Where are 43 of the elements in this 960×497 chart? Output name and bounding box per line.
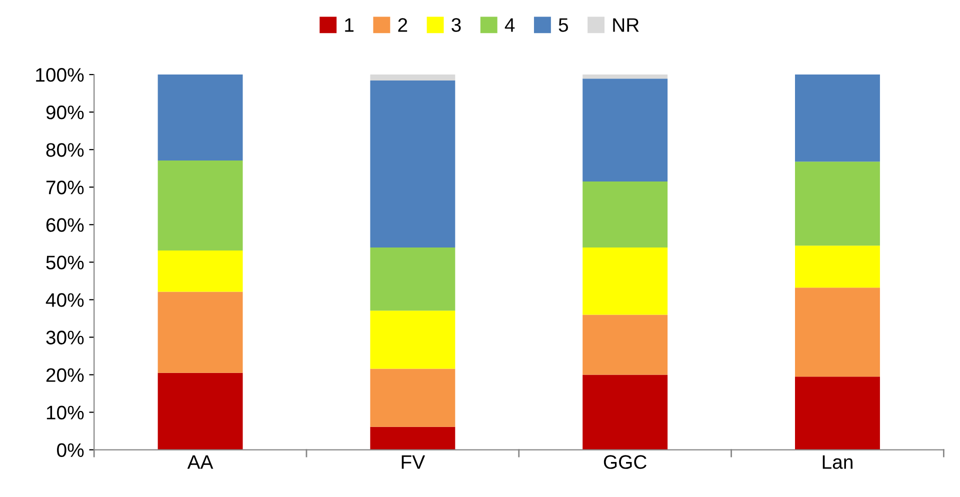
bar — [582, 181, 668, 248]
bar — [795, 376, 880, 450]
bar — [795, 246, 880, 288]
legend-label: NR — [613, 18, 639, 32]
bar — [370, 248, 456, 311]
legend-label: 2 — [398, 18, 408, 32]
y-tick-label: 0% — [57, 443, 84, 458]
bar — [158, 250, 243, 292]
legend-label: 4 — [504, 18, 515, 32]
x-tick-label: FV — [402, 455, 426, 469]
y-tick-label: 70% — [46, 180, 84, 194]
bar — [370, 426, 456, 450]
bar — [795, 74, 880, 162]
bar — [158, 160, 243, 251]
legend-label: 1 — [345, 18, 354, 32]
bar — [582, 374, 668, 450]
bar — [582, 248, 668, 315]
bar — [158, 372, 243, 450]
y-tick-label: 10% — [46, 406, 84, 420]
x-tick-label: Lan — [822, 455, 852, 469]
y-tick-label: 30% — [46, 330, 84, 344]
x-tick-label: AA — [187, 455, 214, 469]
bar — [370, 74, 456, 81]
y-tick-label: 40% — [46, 293, 84, 307]
bar — [158, 292, 243, 373]
bar — [158, 74, 243, 160]
bar — [582, 78, 668, 182]
legend-label: 3 — [452, 18, 461, 32]
x-tick-label: GGC — [604, 455, 646, 469]
bar — [795, 162, 880, 246]
y-tick-label: 100% — [36, 68, 84, 82]
y-tick-label: 80% — [46, 143, 84, 157]
bar — [582, 314, 668, 375]
y-tick-label: 20% — [46, 368, 84, 382]
bar — [370, 80, 456, 248]
bar — [370, 310, 456, 369]
bar — [795, 288, 880, 377]
bar — [370, 368, 456, 427]
y-tick-label: 50% — [46, 256, 84, 270]
bar — [582, 74, 668, 79]
legend-label: 5 — [558, 18, 568, 32]
y-tick-label: 90% — [46, 106, 84, 120]
y-tick-label: 60% — [46, 218, 84, 232]
